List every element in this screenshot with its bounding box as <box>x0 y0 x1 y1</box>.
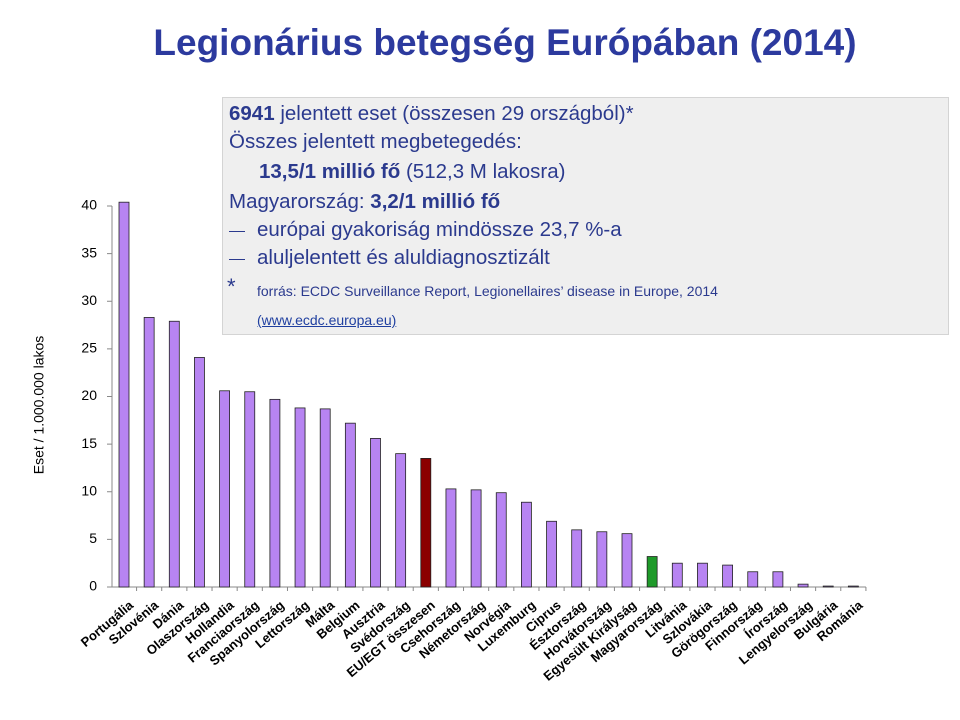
bar <box>269 398 281 588</box>
y-tick-label: 30 <box>81 292 97 308</box>
dash-bullet <box>229 259 245 260</box>
bar <box>495 492 507 588</box>
bar <box>621 533 633 588</box>
annotation-line: 6941 jelentett eset (összesen 29 országb… <box>229 102 634 126</box>
y-tick-label: 0 <box>89 578 97 594</box>
annotation-text: jelentett eset (összesen 29 országból)* <box>280 102 634 125</box>
bar <box>571 529 583 588</box>
y-axis-label: Eset / 1.000.000 lakos <box>31 336 47 475</box>
bar <box>370 438 381 588</box>
bar <box>470 489 482 588</box>
bar <box>168 320 180 588</box>
bar <box>445 488 457 588</box>
bar <box>747 571 759 588</box>
y-tick-label: 25 <box>81 340 97 356</box>
note-marker: * <box>227 274 236 299</box>
y-tick-label: 5 <box>89 530 97 546</box>
bar <box>143 317 155 588</box>
bar <box>118 201 130 588</box>
dash-bullet <box>229 231 245 232</box>
annotation-bold: 6941 <box>229 102 275 125</box>
annotation-bold: 3,2/1 millió fő <box>370 190 501 213</box>
bar <box>344 422 356 588</box>
annotation-bold: 13,5/1 millió fő <box>259 160 401 183</box>
y-tick-label: 35 <box>81 244 97 260</box>
bar <box>822 585 834 588</box>
y-tick-label: 10 <box>81 482 97 498</box>
bar <box>797 583 809 588</box>
y-tick-label: 40 <box>81 197 97 213</box>
bar <box>596 531 608 588</box>
bar <box>244 391 256 588</box>
annotation-text: (512,3 M lakosra) <box>405 160 566 183</box>
chart-title: Legionárius betegség Európában (2014) <box>153 22 857 63</box>
annotation-line: 13,5/1 millió fő (512,3 M lakosra) <box>259 160 566 184</box>
link[interactable]: (www.ecdc.europa.eu) <box>257 312 397 328</box>
annotation-box: 6941 jelentett eset (összesen 29 országb… <box>222 97 949 335</box>
bar <box>722 564 733 588</box>
annotation-line: Összes jelentett megbetegedés: <box>229 130 522 153</box>
bar <box>671 562 683 588</box>
bar <box>294 407 306 588</box>
bar <box>219 390 231 588</box>
annotation-line: Magyarország: 3,2/1 millió fő <box>229 190 500 214</box>
y-tick-label: 15 <box>81 435 97 451</box>
source-note: forrás: ECDC Surveillance Report, Legion… <box>257 283 718 299</box>
bar <box>772 571 784 588</box>
annotation-text: Magyarország: <box>229 190 365 213</box>
bar <box>395 453 407 588</box>
bar <box>646 556 658 588</box>
annotation-line: aluljelentett és aluldiagnosztizált <box>257 246 550 269</box>
bar <box>319 408 331 588</box>
bar <box>420 458 432 588</box>
bar <box>847 585 859 588</box>
bar <box>521 501 532 588</box>
y-tick-label: 20 <box>81 387 97 403</box>
source-link[interactable]: (www.ecdc.europa.eu) <box>257 312 396 328</box>
annotation-line: európai gyakoriság mindössze 23,7 %-a <box>257 218 622 241</box>
bar <box>194 357 205 588</box>
bar <box>697 562 708 588</box>
bar <box>546 520 557 588</box>
